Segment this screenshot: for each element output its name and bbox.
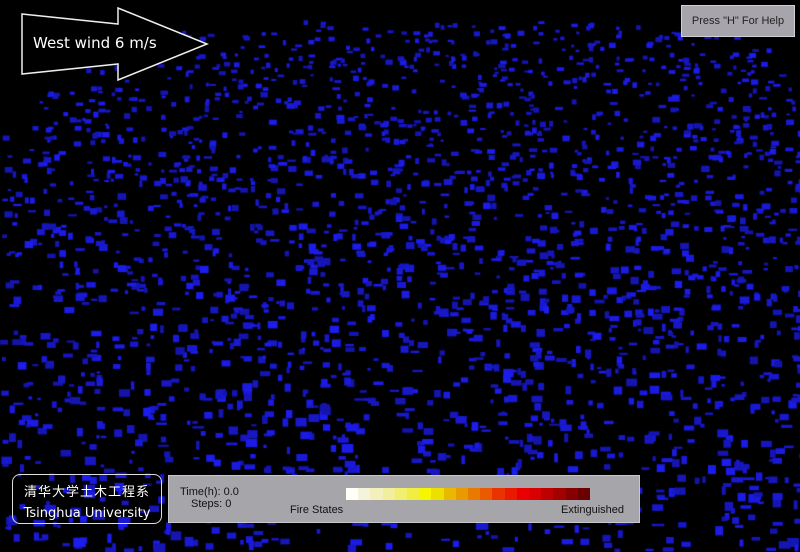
steps-label: Steps: <box>191 498 223 510</box>
colorbar-swatch <box>577 488 591 500</box>
fire-states-label: Fire States <box>290 504 344 516</box>
colorbar-swatch <box>407 488 420 500</box>
fire-state-colorbar <box>346 488 591 500</box>
tsinghua-logo: 清华大学土木工程系 Tsinghua University <box>12 474 162 524</box>
wind-arrow-icon <box>21 6 210 82</box>
steps-readout: Steps: 0 <box>191 498 231 510</box>
colorbar-swatch <box>431 488 444 500</box>
colorbar-swatch <box>346 488 359 500</box>
time-label: Time(h): <box>180 486 221 498</box>
steps-value: 0 <box>225 498 232 510</box>
colorbar-swatch <box>358 488 371 500</box>
colorbar-swatch <box>504 488 517 500</box>
time-value: 0.0 <box>223 486 239 498</box>
extinguished-label: Extinguished <box>561 504 624 516</box>
status-panel: Time(h): 0.0 Steps: 0 Fire States Exting… <box>168 475 640 523</box>
colorbar-swatch <box>553 488 566 500</box>
colorbar-swatch <box>455 488 469 500</box>
time-readout: Time(h): 0.0 <box>180 486 239 498</box>
help-button[interactable]: Press "H" For Help <box>681 5 795 37</box>
colorbar-swatch <box>492 488 505 500</box>
colorbar-swatch <box>565 488 578 500</box>
colorbar-swatch <box>468 488 481 500</box>
logo-chinese: 清华大学土木工程系 <box>23 485 150 500</box>
colorbar-swatch <box>443 488 456 500</box>
logo-english: Tsinghua University <box>23 506 151 521</box>
colorbar-swatch <box>516 488 530 500</box>
colorbar-swatch <box>480 488 493 500</box>
colorbar-swatch <box>382 488 395 500</box>
wind-label: West wind 6 m/s <box>33 34 157 52</box>
colorbar-swatch <box>419 488 432 500</box>
colorbar-swatch <box>541 488 554 500</box>
colorbar-swatch <box>394 488 408 500</box>
colorbar-swatch <box>370 488 383 500</box>
colorbar-swatch <box>529 488 542 500</box>
